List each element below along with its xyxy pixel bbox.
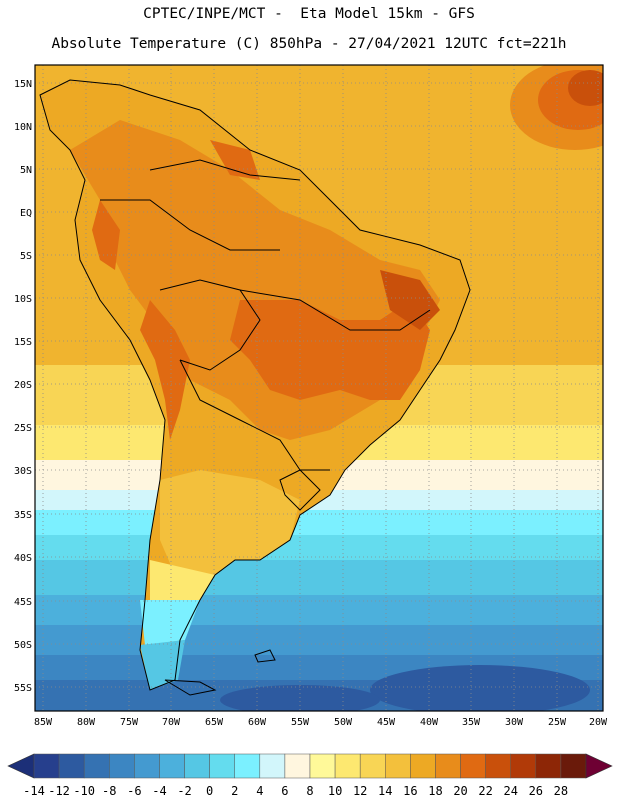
colorbar-swatch (109, 753, 135, 779)
colorbar-swatch (159, 753, 185, 779)
lon-label: 20W (589, 717, 608, 728)
colorbar-swatch (234, 753, 261, 779)
coastline-borders (39, 79, 471, 696)
lat-label: 55S (14, 683, 32, 694)
lat-label: 15N (14, 79, 32, 90)
lat-label: 35S (14, 510, 32, 521)
latitude-labels: 15N 10N 5N EQ 5S 10S 15S 20S 25S 30S 35S 40S 45S 50S 5… (14, 79, 32, 694)
colorbar-swatch (259, 753, 286, 779)
colorbar-tick-label: 12 (353, 784, 367, 798)
colorbar-tick-label: 24 (504, 784, 518, 798)
colorbar-tick-label: -14 (23, 784, 45, 798)
lat-label: 30S (14, 466, 32, 477)
lon-label: 45W (377, 717, 396, 728)
lat-label: 25S (14, 423, 32, 434)
colorbar-over-arrow (585, 753, 613, 779)
colorbar-tick-label: 26 (529, 784, 543, 798)
colorbar-swatch (435, 753, 461, 779)
colorbar-swatch (184, 753, 210, 779)
colorbar-tick-label: 18 (428, 784, 442, 798)
colorbar-tick-label: 14 (378, 784, 392, 798)
chart-title-line2: Absolute Temperature (C) 850hPa - 27/04/… (51, 36, 567, 52)
colorbar-tick-label: 22 (478, 784, 492, 798)
colorbar-tick-label: 0 (206, 784, 213, 798)
lat-label: 5N (20, 165, 32, 176)
colorbar-tick-label: 2 (231, 784, 238, 798)
lat-label: 10N (14, 122, 32, 133)
lon-label: 40W (420, 717, 439, 728)
colorbar-swatch (334, 753, 361, 779)
lat-label: 20S (14, 380, 32, 391)
lat-label: 40S (14, 553, 32, 564)
colorbar-swatch (410, 753, 436, 779)
colorbar-tick-label: 10 (328, 784, 342, 798)
lat-label: 45S (14, 597, 32, 608)
longitude-labels: 85W 80W 75W 70W 65W 60W 55W 50W 45W 40W 35W 30W 25W 2… (34, 717, 608, 728)
colorbar-tick-label: 16 (403, 784, 417, 798)
colorbar-tick-label: 28 (554, 784, 568, 798)
colorbar-tick-label: 4 (256, 784, 263, 798)
colorbar-tick-label: -12 (48, 784, 70, 798)
chart-title-line1: CPTEC/INPE/MCT - Eta Model 15km - GFS (143, 6, 475, 22)
lat-label: EQ (20, 208, 32, 219)
colorbar-tick-label: 20 (453, 784, 467, 798)
colorbar-tick-label: -10 (73, 784, 95, 798)
colorbar-tick-label: -2 (177, 784, 191, 798)
colorbar-swatch (309, 753, 336, 779)
colorbar-tick-label: -4 (152, 784, 166, 798)
lat-label: 15S (14, 337, 32, 348)
lat-label: 5S (20, 251, 32, 262)
lat-label: 50S (14, 640, 32, 651)
colorbar-swatch (560, 753, 587, 779)
colorbar-swatch (485, 753, 511, 779)
colorbar-swatch (134, 753, 160, 779)
lat-label: 10S (14, 294, 32, 305)
colorbar-swatch (284, 753, 311, 779)
lon-label: 60W (248, 717, 267, 728)
lon-label: 50W (334, 717, 353, 728)
lon-label: 70W (162, 717, 181, 728)
colorbar-swatch (460, 753, 486, 779)
colorbar-swatch (535, 753, 562, 779)
lon-label: 65W (205, 717, 224, 728)
lon-label: 25W (548, 717, 567, 728)
colorbar-tick-label: 6 (281, 784, 288, 798)
lon-label: 55W (291, 717, 310, 728)
colorbar-swatch (83, 753, 110, 779)
lon-label: 85W (34, 717, 53, 728)
lon-label: 75W (120, 717, 139, 728)
lon-label: 30W (505, 717, 524, 728)
colorbar: -14 -12 -10 -8 -6 -4 -2 0 2 4 6 8 10 12 14 16 18 20 22 24 26… (7, 753, 613, 798)
colorbar-under-arrow (7, 753, 35, 779)
colorbar-swatch (33, 753, 60, 779)
temperature-field (35, 65, 603, 711)
colorbar-swatch (359, 753, 386, 779)
lon-label: 35W (462, 717, 481, 728)
colorbar-swatch (510, 753, 537, 779)
colorbar-tick-label: -8 (102, 784, 116, 798)
colorbar-tick-label: 8 (306, 784, 313, 798)
lon-label: 80W (77, 717, 96, 728)
colorbar-swatch (209, 753, 235, 779)
colorbar-swatch (385, 753, 411, 779)
colorbar-swatch (58, 753, 85, 779)
map-frame (34, 64, 604, 712)
colorbar-tick-label: -6 (127, 784, 141, 798)
